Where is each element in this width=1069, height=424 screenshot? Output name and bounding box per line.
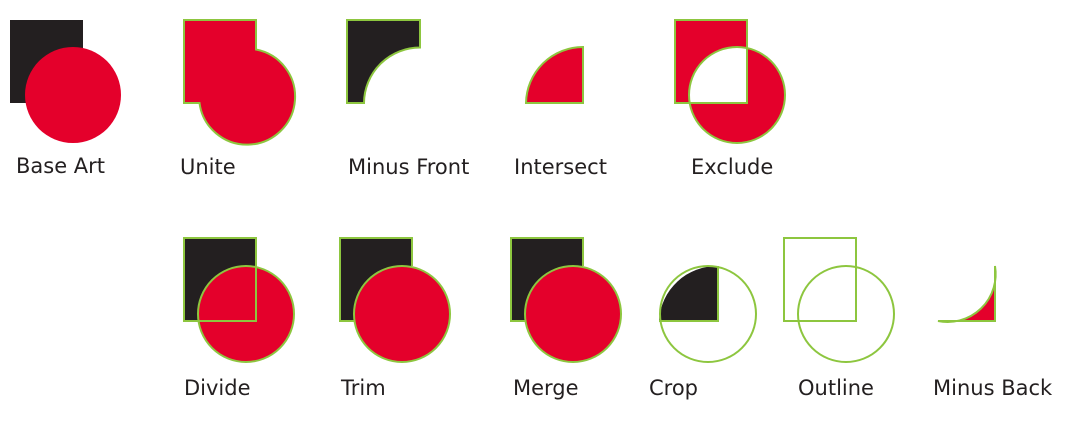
merge-square-edge	[510, 237, 584, 322]
divide-circle	[197, 265, 295, 363]
unite-merged-path	[183, 19, 297, 146]
minus-front-path	[346, 19, 421, 104]
label-crop: Crop	[649, 376, 699, 400]
base-circle	[25, 47, 121, 143]
trim-shape	[339, 237, 451, 363]
outline-circle	[797, 265, 895, 363]
minus-front-shape	[346, 19, 421, 104]
label-outline: Outline	[798, 376, 874, 400]
unite-shape	[183, 19, 297, 146]
label-intersect: Intersect	[514, 155, 607, 179]
crop-intersection-edge	[659, 266, 719, 322]
trim-square-edge	[339, 237, 413, 322]
label-unite: Unite	[180, 155, 236, 179]
exclude-square-outline	[674, 19, 748, 104]
label-minus-back: Minus Back	[933, 376, 1053, 400]
intersect-path	[524, 45, 584, 104]
label-trim: Trim	[341, 376, 386, 400]
merge-circle	[524, 265, 622, 363]
label-minus-front: Minus Front	[348, 155, 470, 179]
label-merge: Merge	[513, 376, 579, 400]
exclude-circle-part	[690, 47, 786, 143]
intersect-shape	[524, 45, 584, 104]
minus-back-path	[937, 265, 997, 323]
trim-circle	[353, 265, 451, 363]
base-art-shape	[10, 20, 121, 143]
divide-intersection-edge	[199, 266, 257, 322]
merge-shape	[510, 237, 622, 363]
exclude-square-part	[675, 20, 747, 103]
crop-shape	[659, 265, 757, 363]
outline-square	[783, 237, 857, 322]
label-base-art: Base Art	[16, 154, 106, 178]
label-divide: Divide	[184, 376, 251, 400]
exclude-shape	[674, 19, 786, 144]
crop-dark-region	[659, 265, 718, 321]
outline-shape	[783, 237, 895, 363]
crop-circle-outline	[659, 265, 757, 363]
minus-back-shape	[937, 265, 997, 323]
exclude-hole	[690, 47, 747, 103]
label-exclude: Exclude	[691, 155, 774, 179]
divide-shape	[183, 237, 295, 363]
exclude-circle-outline	[688, 46, 786, 144]
